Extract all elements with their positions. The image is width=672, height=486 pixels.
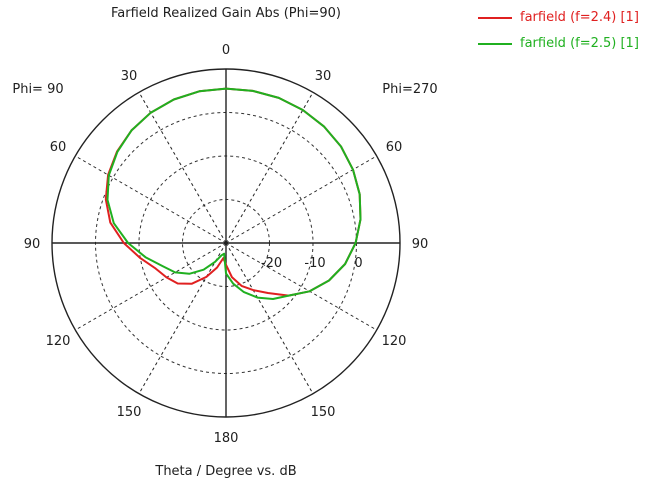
legend-swatch-0 — [478, 16, 512, 19]
legend-label-1: farfield (f=2.5) [1] — [520, 36, 639, 51]
spoke-11 — [225, 92, 314, 244]
spoke-7 — [225, 242, 314, 394]
angle-tick-label-9: 90 — [412, 237, 429, 252]
spoke-1 — [138, 92, 227, 244]
series-line-1 — [106, 87, 362, 300]
polar-grid — [51, 68, 401, 418]
angle-tick-label-11: 30 — [315, 69, 332, 84]
chart-title: Farfield Realized Gain Abs (Phi=90) — [111, 6, 341, 21]
spoke-8 — [225, 242, 377, 331]
label-layer: 0 30 60 90 120 150 180 150 120 90 60 30 -20 -10 0 Phi= … — [12, 43, 437, 446]
angle-tick-label-3: 90 — [24, 237, 41, 252]
phi-right-label: Phi=270 — [382, 82, 437, 97]
angle-tick-label-0: 0 — [222, 43, 230, 58]
angle-tick-label-5: 150 — [117, 405, 142, 420]
phi-left-label: Phi= 90 — [12, 82, 63, 97]
radial-tick-label-1: -10 — [304, 256, 325, 271]
spoke-10 — [225, 155, 377, 244]
legend-item-0: farfield (f=2.4) [1] — [478, 10, 639, 25]
angle-tick-label-6: 180 — [214, 431, 239, 446]
radial-tick-label-0: -20 — [261, 256, 282, 271]
angle-tick-label-4: 120 — [46, 334, 71, 349]
angle-tick-label-8: 120 — [382, 334, 407, 349]
angle-tick-label-1: 30 — [121, 69, 138, 84]
spoke-4 — [75, 242, 227, 331]
spoke-2 — [75, 155, 227, 244]
angle-tick-label-7: 150 — [311, 405, 336, 420]
legend-item-1: farfield (f=2.5) [1] — [478, 36, 639, 51]
angle-tick-label-10: 60 — [386, 140, 403, 155]
radial-tick-label-2: 0 — [354, 256, 362, 271]
chart-xlabel: Theta / Degree vs. dB — [155, 464, 297, 479]
legend-swatch-1 — [478, 42, 512, 45]
spoke-5 — [138, 242, 227, 394]
series-layer — [104, 87, 362, 300]
angle-tick-label-2: 60 — [50, 140, 67, 155]
legend-label-0: farfield (f=2.4) [1] — [520, 10, 639, 25]
